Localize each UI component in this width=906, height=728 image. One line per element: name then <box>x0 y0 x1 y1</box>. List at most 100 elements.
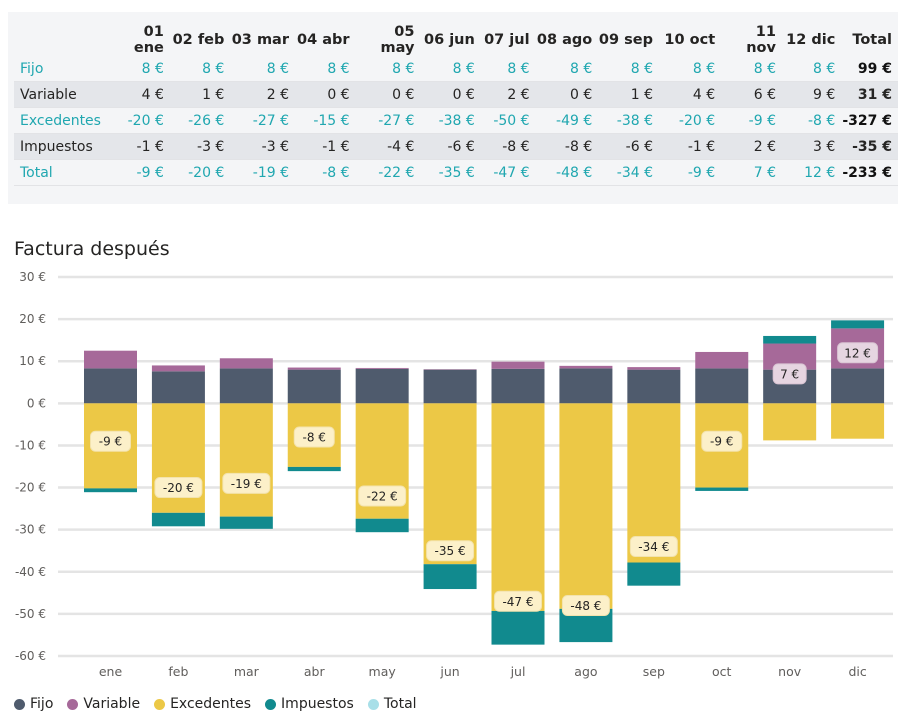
month-header: 10 oct <box>664 32 716 48</box>
bar-segment-impuestos <box>84 488 137 493</box>
table-cell: -20 € <box>659 107 722 134</box>
bar-segment-impuestos <box>491 610 545 645</box>
bar-segment-impuestos <box>695 487 749 491</box>
chart-title: Factura después <box>14 238 170 260</box>
table-row: Fijo 8 €8 €8 €8 €8 €8 €8 €8 €8 €8 €8 €8 €… <box>14 56 898 82</box>
table-cell: -8 € <box>480 133 536 160</box>
total-data-label: 7 € <box>780 367 799 381</box>
table-cell: 12 € <box>781 159 842 186</box>
month-header: 07 jul <box>484 32 530 48</box>
table-cell: -15 € <box>295 107 356 134</box>
table-cell: 8 € <box>295 56 356 82</box>
bar-segment-variable <box>355 367 409 369</box>
y-tick-label: 10 € <box>19 354 46 368</box>
total-data-label: -9 € <box>710 435 733 449</box>
table-cell: -22 € <box>355 159 421 186</box>
table-cell: -1 € <box>108 133 170 160</box>
total-label-box <box>772 363 807 385</box>
legend-item[interactable]: Total <box>367 696 417 712</box>
total-label-box <box>154 477 203 499</box>
table-cell: -35 € <box>420 159 481 186</box>
table-cell: 0 € <box>420 81 481 108</box>
total-data-label: -8 € <box>303 431 326 445</box>
x-tick-label: nov <box>778 664 802 679</box>
table-cell: 3 € <box>781 133 842 160</box>
bar-segment-variable <box>219 358 273 369</box>
bar-segment-fijo <box>151 371 205 404</box>
bar-segment-impuestos <box>763 335 817 344</box>
bar-segment-fijo <box>695 368 749 404</box>
table-cell: -20 € <box>169 159 231 186</box>
row-label: Total <box>14 159 109 186</box>
x-tick-label: mar <box>234 664 260 679</box>
table-cell: -20 € <box>108 107 170 134</box>
bar-segment-variable <box>84 350 137 369</box>
month-header: 05 may <box>380 24 415 56</box>
bar-segment-impuestos <box>627 562 681 586</box>
legend-label: Fijo <box>30 696 54 712</box>
table-cell: -1 € <box>659 133 722 160</box>
table-cell: -9 € <box>659 159 722 186</box>
table-cell: 8 € <box>535 56 599 82</box>
table-cell: 0 € <box>295 81 356 108</box>
table-cell: 4 € <box>659 81 722 108</box>
total-data-label: -9 € <box>99 435 122 449</box>
row-label: Impuestos <box>14 133 109 160</box>
table-cell: -9 € <box>108 159 170 186</box>
legend-item[interactable]: Impuestos <box>265 696 354 712</box>
legend-item[interactable]: Fijo <box>14 696 53 712</box>
table-cell: 8 € <box>355 56 421 82</box>
month-header: 01 ene <box>133 24 164 56</box>
summary-table-panel: 01 ene 02 feb 03 mar 04 abr 05 may 06 jun 07 j… <box>8 12 898 204</box>
stacked-bar-chart: Factura después 30 € 20 € 10 € 0 € -10 € -20 €… <box>14 238 893 679</box>
table-cell: 7 € <box>721 159 782 186</box>
month-header: 12 dic <box>786 32 836 48</box>
total-label-box <box>561 594 610 616</box>
bar-segment-variable <box>559 365 613 369</box>
table-cell: -9 € <box>721 107 782 134</box>
table-cell: 8 € <box>108 56 170 82</box>
table-cell: 8 € <box>230 56 295 82</box>
row-label: Fijo <box>14 56 109 82</box>
total-data-label: -48 € <box>570 599 601 613</box>
total-label-box <box>90 430 131 452</box>
legend-item[interactable]: Variable <box>67 696 140 712</box>
bar-segment-impuestos <box>151 512 205 527</box>
bar-segment-impuestos <box>219 516 273 529</box>
total-data-label: -19 € <box>231 477 262 491</box>
legend-item[interactable]: Excedentes <box>154 696 251 712</box>
bar-segment-variable <box>287 367 341 370</box>
x-tick-label: feb <box>168 664 188 679</box>
table-cell: -4 € <box>355 133 421 160</box>
total-data-label: -20 € <box>163 481 194 495</box>
bar-segment-excedentes <box>627 403 681 563</box>
table-cell: -49 € <box>535 107 599 134</box>
y-tick-label: 30 € <box>19 270 46 284</box>
table-cell: -3 € <box>169 133 231 160</box>
chart-legend: Fijo Variable Excedentes Impuestos Total <box>14 696 417 712</box>
table-cell: -19 € <box>230 159 295 186</box>
table-cell: 8 € <box>420 56 481 82</box>
table-cell: 2 € <box>230 81 295 108</box>
table-row: Total -9 € -20 € -19 € -8 € -22 € -35 € -47 € -4… <box>14 159 898 186</box>
table-cell: -47 € <box>480 159 536 186</box>
x-tick-label: oct <box>712 664 732 679</box>
row-label: Excedentes <box>14 107 109 134</box>
row-total: -233 € <box>841 159 898 186</box>
x-tick-label: jul <box>510 664 526 679</box>
total-header: Total <box>852 32 892 48</box>
table-cell: 8 € <box>169 56 231 82</box>
table-cell: -26 € <box>169 107 231 134</box>
total-label-box <box>494 590 542 612</box>
table-cell: 9 € <box>781 81 842 108</box>
table-cell: -38 € <box>420 107 481 134</box>
total-data-label: -22 € <box>367 489 398 503</box>
row-total: 31 € <box>841 81 898 108</box>
legend-label: Excedentes <box>170 696 252 712</box>
total-label-box <box>358 485 407 507</box>
bar-segment-fijo <box>287 369 341 404</box>
bar-segment-fijo <box>627 369 681 404</box>
bar-segment-fijo <box>491 368 545 404</box>
y-tick-label: -30 € <box>15 523 46 537</box>
y-tick-label: -50 € <box>15 607 46 621</box>
